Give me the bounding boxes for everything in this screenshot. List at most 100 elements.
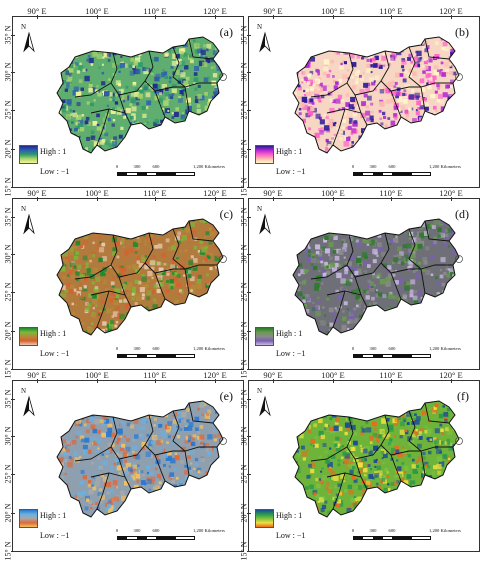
province-boundary	[172, 410, 190, 476]
latitude-tick	[11, 436, 15, 437]
map-panel: 90° E 100° E 110° E 120° E 35° N 30° N 25° N 20…	[4, 188, 244, 379]
province-boundary	[154, 264, 217, 274]
scale-segment	[353, 536, 363, 540]
island-outline	[219, 437, 227, 445]
latitude-tick	[247, 254, 251, 255]
region-boundary	[56, 400, 224, 518]
panel-label: (f)	[457, 389, 469, 403]
longitude-tick	[97, 197, 98, 201]
province-boundary	[354, 262, 382, 278]
scale-segment	[137, 172, 147, 176]
map-panel: 90° E 100° E 110° E 120° E 35° N 30° N 25° N 20…	[240, 370, 480, 561]
province-boundary	[144, 414, 166, 482]
province-boundary	[380, 414, 402, 482]
legend-high-label: High : 1	[40, 511, 67, 520]
legend-high-label: High : 1	[40, 329, 67, 338]
longitude-tick-label: 110° E	[379, 370, 403, 380]
latitude-tick	[11, 292, 15, 293]
province-boundary	[144, 232, 166, 300]
longitude-tick-label: 110° E	[143, 6, 167, 16]
longitude-tick	[215, 379, 216, 383]
scale-bar: 0 300 600 1,200 Kilometers	[352, 164, 473, 180]
province-boundary	[408, 228, 426, 294]
province-boundary	[424, 220, 450, 242]
legend-low-label: Low : −1	[276, 167, 306, 176]
scale-segment	[392, 354, 412, 358]
legend-color-ramp	[255, 509, 274, 528]
province-boundary	[154, 82, 217, 92]
longitude-tick-label: 120° E	[203, 370, 227, 380]
north-label: N	[21, 387, 27, 395]
map-panel: 90° E 100° E 110° E 120° E 35° N 30° N 25° N 20…	[240, 188, 480, 379]
longitude-tick-label: 120° E	[439, 6, 463, 16]
scale-label: 300	[369, 164, 377, 169]
latitude-tick	[247, 292, 251, 293]
legend-low-label: Low : −1	[276, 531, 306, 540]
latitude-tick	[11, 217, 15, 218]
latitude-tick	[247, 399, 251, 400]
province-boundary	[172, 46, 190, 112]
longitude-tick	[333, 379, 334, 383]
province-boundary	[310, 446, 348, 462]
longitude-tick-label: 90° E	[27, 188, 47, 198]
latitude-tick	[247, 436, 251, 437]
province-boundary	[96, 290, 110, 328]
latitude-tick	[11, 187, 15, 188]
province-boundary	[118, 262, 146, 278]
scale-label: 1,200 Kilometers	[429, 164, 461, 169]
latitude-tick	[11, 399, 15, 400]
north-label: N	[21, 23, 27, 31]
longitude-tick	[451, 15, 452, 19]
scale-bar: 0 300 600 1,200 Kilometers	[352, 346, 473, 362]
legend-low-label: Low : −1	[40, 531, 70, 540]
map-panel: 90° E 100° E 110° E 120° E 35° N 30° N 25° N 20…	[4, 6, 244, 197]
province-boundary	[110, 52, 132, 126]
longitude-tick	[391, 379, 392, 383]
longitude-tick	[451, 379, 452, 383]
panel-label: (c)	[219, 207, 233, 221]
panel-label: (b)	[455, 25, 469, 39]
latitude-tick	[247, 149, 251, 150]
longitude-tick-label: 100° E	[85, 370, 109, 380]
province-boundary	[172, 228, 190, 294]
province-boundary	[332, 108, 346, 146]
north-label: N	[257, 205, 263, 213]
north-arrow-icon	[259, 213, 271, 235]
longitude-tick	[37, 197, 38, 201]
legend-color-ramp	[19, 327, 38, 346]
province-boundary	[346, 416, 368, 490]
scale-segment	[156, 172, 176, 176]
legend-color-ramp	[255, 145, 274, 164]
panel-label: (d)	[455, 207, 469, 221]
province-boundary	[74, 82, 112, 98]
scale-label: 600	[388, 528, 396, 533]
latitude-tick	[247, 110, 251, 111]
scale-label: 600	[152, 528, 160, 533]
province-boundary	[332, 472, 346, 510]
province-boundary	[118, 80, 146, 96]
province-boundary	[354, 80, 382, 96]
province-boundary	[346, 234, 368, 308]
province-boundary	[188, 402, 214, 424]
panel-label: (a)	[219, 25, 233, 39]
province-boundary	[154, 446, 217, 456]
longitude-tick-label: 110° E	[143, 370, 167, 380]
legend-color-ramp	[19, 509, 38, 528]
north-arrow-icon	[259, 31, 271, 53]
latitude-tick	[247, 474, 251, 475]
longitude-tick-label: 110° E	[143, 188, 167, 198]
longitude-tick	[155, 379, 156, 383]
latitude-tick	[11, 254, 15, 255]
region-boundary	[56, 218, 224, 336]
longitude-tick-label: 90° E	[263, 370, 283, 380]
scale-bar: 0 300 600 1,200 Kilometers	[115, 164, 237, 180]
north-arrow-icon	[23, 31, 35, 53]
scale-label: 0	[115, 528, 119, 533]
scale-bar: 0 300 600 1,200 Kilometers	[116, 346, 237, 362]
scale-label: 300	[133, 528, 141, 533]
scale-label: 1,200 Kilometers	[429, 346, 461, 351]
latitude-tick	[247, 331, 251, 332]
scale-label: 0	[115, 164, 119, 169]
scale-label: 1,200 Kilometers	[193, 346, 225, 351]
scale-bar: 0 300 600 1,200 Kilometers	[352, 528, 473, 544]
